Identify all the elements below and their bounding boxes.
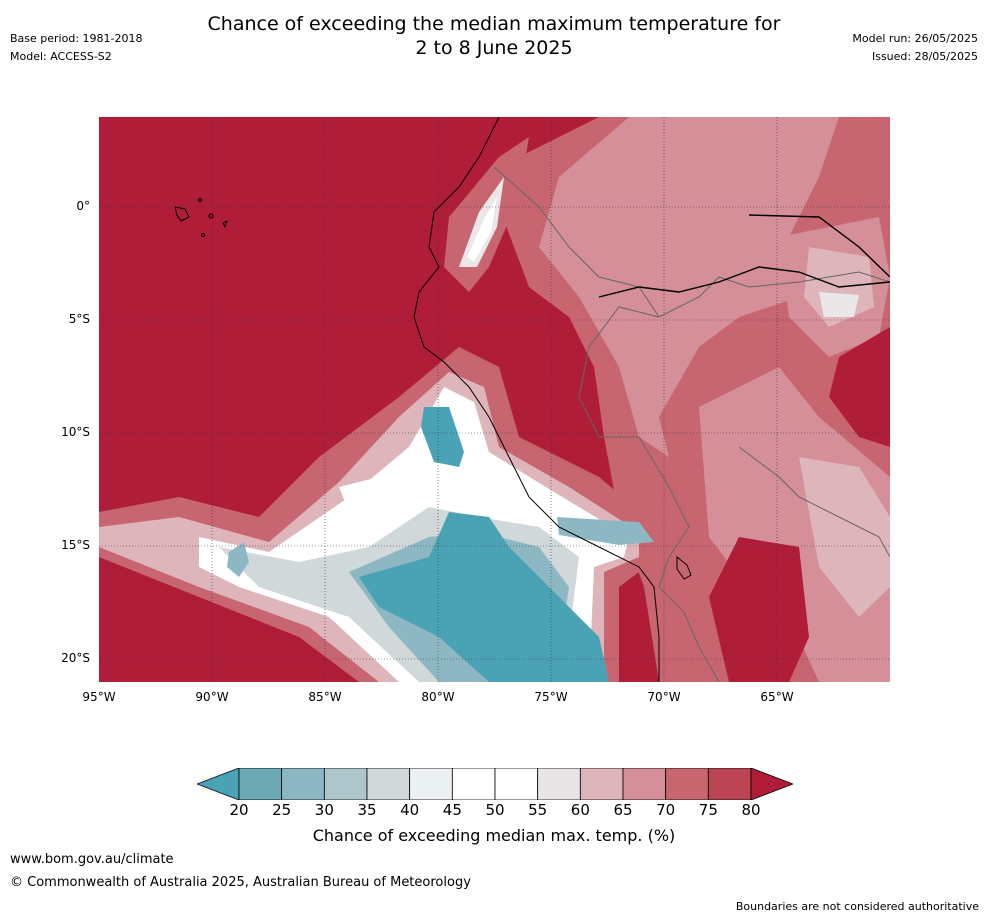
border-lines: [493, 166, 890, 682]
colorbar-tick-label: 80: [741, 801, 761, 819]
colorbar-tick-label: 30: [314, 801, 334, 819]
model-text: Model: ACCESS-S2: [10, 50, 112, 63]
title-line-1: Chance of exceeding the median maximum t…: [207, 13, 781, 35]
lake-titicaca: [676, 555, 692, 580]
disclaimer-text: Boundaries are not considered authoritat…: [735, 900, 979, 913]
colorbar-bin: [622, 768, 667, 800]
lat-label-5s: 5°S: [68, 312, 90, 326]
colorbar-bin: [707, 768, 752, 800]
coastline: [413, 117, 660, 682]
map-title: Chance of exceeding the median maximum t…: [0, 12, 988, 60]
region-bolivia-60: [799, 457, 890, 617]
copyright-text: © Commonwealth of Australia 2025, Austra…: [10, 875, 471, 890]
region-pacific-lobe-2: [421, 407, 464, 467]
lon-label-75w: 75°W: [534, 690, 568, 704]
lon-label-85w: 85°W: [308, 690, 342, 704]
colorbar-tick-label: 75: [698, 801, 718, 819]
colorbar-bin: [409, 768, 453, 800]
colorbar-tick-label: 70: [656, 801, 676, 819]
probability-map: [99, 117, 890, 682]
region-east-red: [709, 537, 809, 682]
lon-label-95w: 95°W: [82, 690, 116, 704]
region-amazon-55: [819, 292, 859, 317]
colorbar-bin: [665, 768, 709, 800]
lat-label-15s: 15°S: [61, 538, 90, 552]
colorbar-bin: [366, 768, 411, 800]
colorbar-bin: [579, 768, 624, 800]
colorbar-tick-label: 45: [442, 801, 462, 819]
colorbar-bin: [323, 768, 368, 800]
colorbar-bin: [494, 768, 539, 800]
river-lines: [598, 214, 890, 298]
lon-label-70w: 70°W: [647, 690, 681, 704]
region-pacific-lobe-5: [227, 542, 249, 577]
colorbar-tick-label: 60: [570, 801, 590, 819]
meta-left: Base period: 1981-2018 Model: ACCESS-S2: [10, 30, 142, 66]
region-pacific-20: [359, 512, 609, 682]
colorbar-tick-label: 55: [528, 801, 548, 819]
region-brazil-red: [829, 327, 890, 447]
colorbar-tick-label: 35: [357, 801, 377, 819]
colorbar-tick-label: 65: [613, 801, 633, 819]
footer-url: www.bom.gov.au/climate: [10, 852, 174, 867]
region-pacific-lobe-4: [339, 477, 399, 517]
colorbar-bin: [281, 768, 325, 800]
model-run-text: Model run: 26/05/2025: [852, 32, 978, 45]
colorbar-bin: [537, 768, 581, 800]
colorbar-tick-label: 40: [400, 801, 420, 819]
colorbar-tick-label: 20: [229, 801, 249, 819]
graticule: [99, 117, 890, 682]
lat-label-0: 0°: [76, 199, 90, 213]
lat-label-20s: 20°S: [61, 651, 90, 665]
colorbar-tick-label: 25: [272, 801, 292, 819]
galapagos-islands: [174, 198, 228, 237]
lon-label-90w: 90°W: [195, 690, 229, 704]
region-east-65: [539, 117, 839, 457]
colorbar-tick-label: 50: [485, 801, 505, 819]
colorbar-extend-low: [197, 768, 240, 800]
colorbar-bin: [451, 768, 496, 800]
region-ecuador-55: [459, 177, 504, 267]
title-line-2: 2 to 8 June 2025: [415, 37, 573, 59]
colorbar: [197, 768, 793, 800]
region-bolivia-65: [699, 367, 890, 682]
meta-right: Model run: 26/05/2025 Issued: 28/05/2025: [852, 30, 978, 66]
region-ecuador-white: [467, 197, 497, 262]
issued-text: Issued: 28/05/2025: [871, 50, 978, 63]
colorbar-extend-high: [750, 768, 793, 800]
colorbar-bin: [238, 768, 283, 800]
lon-label-65w: 65°W: [760, 690, 794, 704]
base-period-text: Base period: 1981-2018: [10, 32, 143, 45]
lon-label-80w: 80°W: [421, 690, 455, 704]
colorbar-title: Chance of exceeding median max. temp. (%…: [312, 826, 676, 845]
lat-label-10s: 10°S: [61, 425, 90, 439]
